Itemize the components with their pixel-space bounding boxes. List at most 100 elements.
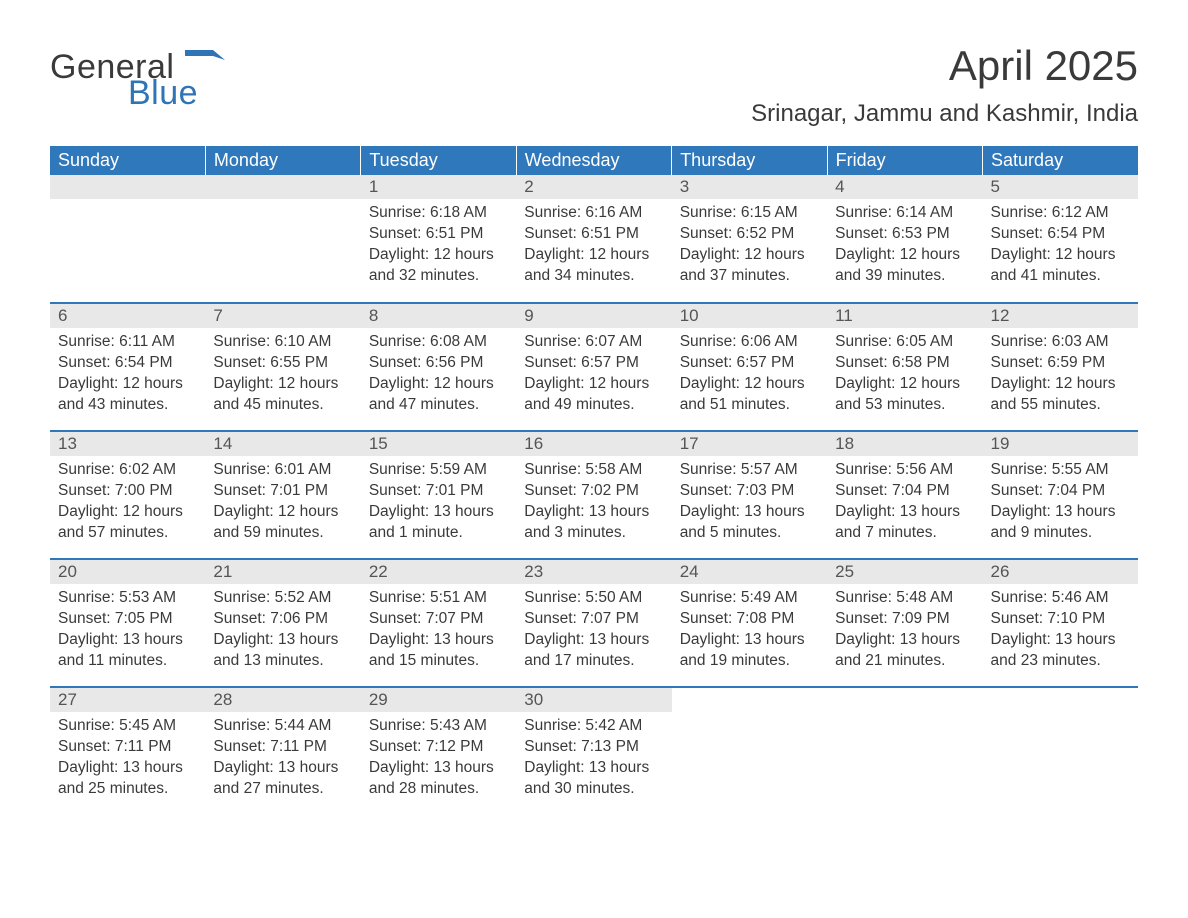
day-data: Sunrise: 6:11 AMSunset: 6:54 PMDaylight:…	[50, 328, 205, 424]
calendar-cell: 24Sunrise: 5:49 AMSunset: 7:08 PMDayligh…	[672, 559, 827, 687]
day-data: Sunrise: 5:58 AMSunset: 7:02 PMDaylight:…	[516, 456, 671, 552]
sunset-text: Sunset: 7:06 PM	[213, 609, 352, 630]
day-number: 2	[516, 175, 671, 199]
daylight-text-2: and 37 minutes.	[680, 266, 819, 287]
day-data: Sunrise: 5:53 AMSunset: 7:05 PMDaylight:…	[50, 584, 205, 680]
calendar-cell: 4Sunrise: 6:14 AMSunset: 6:53 PMDaylight…	[827, 175, 982, 303]
day-number: 27	[50, 688, 205, 712]
day-number	[205, 175, 360, 199]
day-number: 9	[516, 304, 671, 328]
sunset-text: Sunset: 7:03 PM	[680, 481, 819, 502]
daylight-text-2: and 9 minutes.	[991, 523, 1130, 544]
daylight-text-2: and 53 minutes.	[835, 395, 974, 416]
day-number: 1	[361, 175, 516, 199]
sunset-text: Sunset: 6:54 PM	[58, 353, 197, 374]
daylight-text-2: and 57 minutes.	[58, 523, 197, 544]
calendar-table: Sunday Monday Tuesday Wednesday Thursday…	[50, 146, 1138, 815]
daylight-text-2: and 47 minutes.	[369, 395, 508, 416]
calendar-cell: 2Sunrise: 6:16 AMSunset: 6:51 PMDaylight…	[516, 175, 671, 303]
calendar-cell: 27Sunrise: 5:45 AMSunset: 7:11 PMDayligh…	[50, 687, 205, 815]
daylight-text-1: Daylight: 12 hours	[58, 502, 197, 523]
daylight-text-2: and 25 minutes.	[58, 779, 197, 800]
daylight-text-1: Daylight: 12 hours	[680, 374, 819, 395]
day-number: 7	[205, 304, 360, 328]
col-tuesday: Tuesday	[361, 146, 516, 175]
day-number: 12	[983, 304, 1138, 328]
sunrise-text: Sunrise: 5:42 AM	[524, 716, 663, 737]
calendar-cell	[827, 687, 982, 815]
calendar-week-row: 20Sunrise: 5:53 AMSunset: 7:05 PMDayligh…	[50, 559, 1138, 687]
daylight-text-2: and 55 minutes.	[991, 395, 1130, 416]
daylight-text-2: and 13 minutes.	[213, 651, 352, 672]
col-wednesday: Wednesday	[516, 146, 671, 175]
sunrise-text: Sunrise: 5:45 AM	[58, 716, 197, 737]
page-title: April 2025	[751, 42, 1138, 90]
calendar-cell: 29Sunrise: 5:43 AMSunset: 7:12 PMDayligh…	[361, 687, 516, 815]
day-data: Sunrise: 5:42 AMSunset: 7:13 PMDaylight:…	[516, 712, 671, 808]
calendar-cell: 11Sunrise: 6:05 AMSunset: 6:58 PMDayligh…	[827, 303, 982, 431]
day-data: Sunrise: 6:15 AMSunset: 6:52 PMDaylight:…	[672, 199, 827, 295]
sunset-text: Sunset: 7:00 PM	[58, 481, 197, 502]
day-number: 29	[361, 688, 516, 712]
sunrise-text: Sunrise: 6:10 AM	[213, 332, 352, 353]
daylight-text-1: Daylight: 13 hours	[369, 758, 508, 779]
day-number: 30	[516, 688, 671, 712]
day-data: Sunrise: 5:51 AMSunset: 7:07 PMDaylight:…	[361, 584, 516, 680]
sunrise-text: Sunrise: 5:51 AM	[369, 588, 508, 609]
day-data: Sunrise: 5:43 AMSunset: 7:12 PMDaylight:…	[361, 712, 516, 808]
daylight-text-1: Daylight: 12 hours	[369, 245, 508, 266]
calendar-cell: 6Sunrise: 6:11 AMSunset: 6:54 PMDaylight…	[50, 303, 205, 431]
sunrise-text: Sunrise: 6:06 AM	[680, 332, 819, 353]
daylight-text-1: Daylight: 12 hours	[991, 374, 1130, 395]
daylight-text-1: Daylight: 12 hours	[213, 502, 352, 523]
sunrise-text: Sunrise: 5:55 AM	[991, 460, 1130, 481]
title-block: April 2025 Srinagar, Jammu and Kashmir, …	[751, 42, 1138, 128]
daylight-text-1: Daylight: 12 hours	[369, 374, 508, 395]
day-number: 11	[827, 304, 982, 328]
sunset-text: Sunset: 7:02 PM	[524, 481, 663, 502]
day-data: Sunrise: 6:16 AMSunset: 6:51 PMDaylight:…	[516, 199, 671, 295]
daylight-text-1: Daylight: 13 hours	[835, 502, 974, 523]
calendar-cell: 3Sunrise: 6:15 AMSunset: 6:52 PMDaylight…	[672, 175, 827, 303]
sunset-text: Sunset: 6:58 PM	[835, 353, 974, 374]
calendar-cell	[50, 175, 205, 303]
daylight-text-2: and 49 minutes.	[524, 395, 663, 416]
day-number: 10	[672, 304, 827, 328]
calendar-cell: 18Sunrise: 5:56 AMSunset: 7:04 PMDayligh…	[827, 431, 982, 559]
calendar-cell: 25Sunrise: 5:48 AMSunset: 7:09 PMDayligh…	[827, 559, 982, 687]
daylight-text-1: Daylight: 13 hours	[213, 758, 352, 779]
daylight-text-2: and 1 minute.	[369, 523, 508, 544]
day-number: 18	[827, 432, 982, 456]
sunrise-text: Sunrise: 5:43 AM	[369, 716, 508, 737]
location-subtitle: Srinagar, Jammu and Kashmir, India	[751, 100, 1138, 128]
daylight-text-2: and 27 minutes.	[213, 779, 352, 800]
day-data: Sunrise: 6:18 AMSunset: 6:51 PMDaylight:…	[361, 199, 516, 295]
brand-logo: General Blue	[50, 50, 225, 110]
calendar-cell: 30Sunrise: 5:42 AMSunset: 7:13 PMDayligh…	[516, 687, 671, 815]
day-data: Sunrise: 6:07 AMSunset: 6:57 PMDaylight:…	[516, 328, 671, 424]
day-data: Sunrise: 6:03 AMSunset: 6:59 PMDaylight:…	[983, 328, 1138, 424]
day-data: Sunrise: 6:05 AMSunset: 6:58 PMDaylight:…	[827, 328, 982, 424]
sunrise-text: Sunrise: 5:59 AM	[369, 460, 508, 481]
calendar-cell	[672, 687, 827, 815]
calendar-cell: 9Sunrise: 6:07 AMSunset: 6:57 PMDaylight…	[516, 303, 671, 431]
day-number: 17	[672, 432, 827, 456]
sunrise-text: Sunrise: 6:12 AM	[991, 203, 1130, 224]
sunrise-text: Sunrise: 6:02 AM	[58, 460, 197, 481]
daylight-text-1: Daylight: 13 hours	[369, 502, 508, 523]
day-data: Sunrise: 5:45 AMSunset: 7:11 PMDaylight:…	[50, 712, 205, 808]
sunrise-text: Sunrise: 6:11 AM	[58, 332, 197, 353]
calendar-cell: 17Sunrise: 5:57 AMSunset: 7:03 PMDayligh…	[672, 431, 827, 559]
sunrise-text: Sunrise: 5:52 AM	[213, 588, 352, 609]
sunrise-text: Sunrise: 6:05 AM	[835, 332, 974, 353]
day-data: Sunrise: 6:06 AMSunset: 6:57 PMDaylight:…	[672, 328, 827, 424]
daylight-text-1: Daylight: 13 hours	[369, 630, 508, 651]
daylight-text-1: Daylight: 12 hours	[991, 245, 1130, 266]
day-number: 22	[361, 560, 516, 584]
day-number: 19	[983, 432, 1138, 456]
sunrise-text: Sunrise: 5:57 AM	[680, 460, 819, 481]
calendar-cell: 5Sunrise: 6:12 AMSunset: 6:54 PMDaylight…	[983, 175, 1138, 303]
sunset-text: Sunset: 7:13 PM	[524, 737, 663, 758]
day-number: 26	[983, 560, 1138, 584]
sunset-text: Sunset: 7:01 PM	[213, 481, 352, 502]
